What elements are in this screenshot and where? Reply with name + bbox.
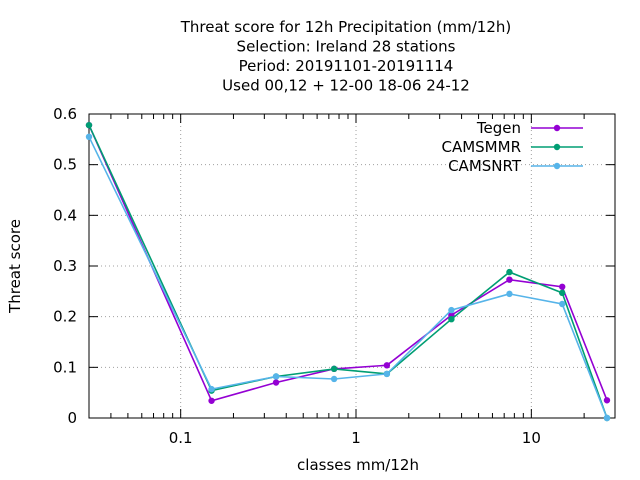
data-point-camsnrt	[330, 375, 338, 383]
data-point-camsmmr	[506, 268, 513, 276]
data-point-camsnrt	[208, 385, 215, 393]
legend-label: CAMSMMR	[441, 138, 521, 156]
data-point-camsnrt	[448, 306, 455, 314]
data-point-camsmmr	[85, 121, 93, 129]
chart-title: Threat score for 12h Precipitation (mm/1…	[180, 18, 512, 95]
data-point-camsnrt	[272, 373, 280, 380]
y-tick-label: 0.3	[53, 257, 77, 275]
title-line-2: Selection: Ireland 28 stations	[237, 38, 456, 56]
legend-swatch-marker	[553, 143, 561, 151]
data-point-tegen	[506, 276, 513, 283]
series-line-tegen	[88, 124, 608, 402]
x-tick-label: 10	[522, 429, 541, 447]
tick-labels: 0 0.1 0.2 0.3 0.4 0.5 0.6 0.1 1 10	[53, 105, 541, 447]
data-point-camsnrt	[506, 290, 513, 298]
series-line-camsnrt	[88, 136, 608, 419]
legend-label: CAMSNRT	[448, 157, 522, 175]
data-point-tegen	[272, 379, 280, 386]
data-point-camsnrt	[603, 414, 611, 422]
title-line-4: Used 00,12 + 12-00 18-06 24-12	[222, 77, 470, 95]
x-axis-label: classes mm/12h	[297, 456, 419, 474]
x-tick-label: 0.1	[169, 429, 193, 447]
y-tick-label: 0.4	[53, 206, 77, 224]
title-line-3: Period: 20191101-20191114	[239, 57, 454, 75]
data-point-camsnrt	[85, 133, 93, 140]
legend-swatch-marker	[553, 162, 561, 170]
data-point-camsnrt	[559, 300, 566, 308]
y-tick-label: 0.6	[53, 105, 77, 123]
y-axis-label: Threat score	[6, 219, 24, 314]
series-lines	[85, 121, 611, 422]
y-tick-label: 0	[67, 409, 77, 427]
data-point-tegen	[603, 397, 611, 404]
data-point-camsmmr	[559, 289, 566, 297]
data-point-tegen	[383, 362, 391, 369]
grid-lines	[89, 114, 615, 418]
x-tick-label: 1	[351, 429, 361, 447]
legend-swatch-marker	[553, 124, 561, 132]
series-line-camsmmr	[88, 124, 608, 419]
title-line-1: Threat score for 12h Precipitation (mm/1…	[180, 18, 512, 36]
data-point-tegen	[208, 397, 215, 404]
y-tick-label: 0.5	[53, 156, 77, 174]
y-tick-label: 0.2	[53, 308, 77, 326]
axis-ticks	[89, 113, 616, 419]
y-tick-label: 0.1	[53, 358, 77, 376]
legend-label: Tegen	[476, 119, 521, 137]
data-point-camsmmr	[330, 365, 338, 373]
data-point-camsnrt	[383, 370, 391, 378]
data-point-camsmmr	[448, 316, 455, 323]
plot-border	[88, 113, 616, 419]
data-point-tegen	[559, 283, 566, 290]
